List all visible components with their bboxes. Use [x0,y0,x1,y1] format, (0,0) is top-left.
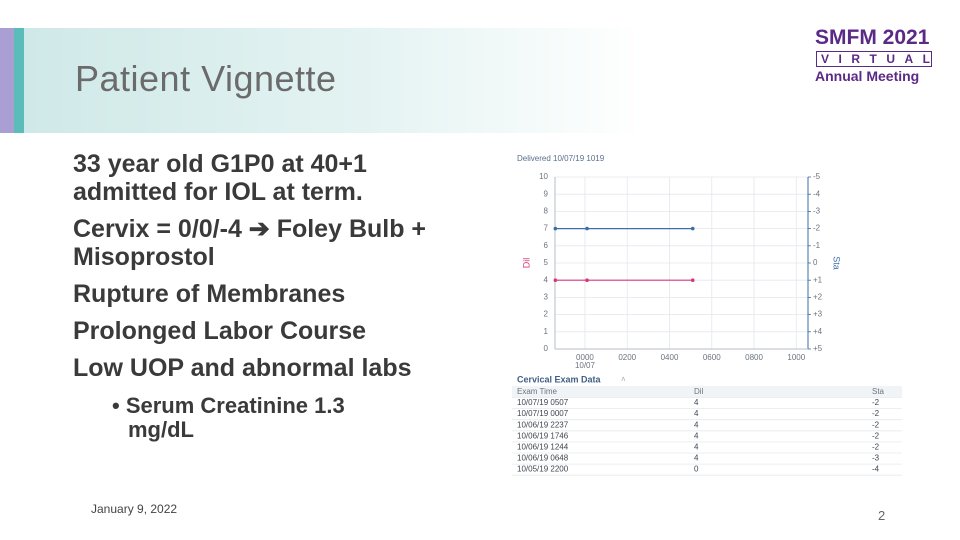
y-tick-label: 5 [544,258,549,267]
y-tick-label: 1 [544,327,549,336]
x-tick-label: 0000 [576,353,594,362]
y-tick-label: 9 [544,189,549,198]
table-cell: 4 [694,409,699,418]
data-point [553,278,558,283]
y-tick-label: 4 [544,275,549,284]
table-title: Cervical Exam Data [517,374,602,384]
collapse-icon: ˄ [621,375,626,384]
table-cell: 10/06/19 1746 [517,431,569,440]
body-paragraph: Cervix = 0/0/-4 ➔ Foley Bulb + Misoprost… [73,215,427,271]
data-point [690,226,695,231]
table-cell: -2 [872,409,880,418]
body-paragraph: Prolonged Labor Course [73,317,367,345]
y-tick-label: 7 [544,224,549,233]
x-tick-label: 0200 [618,353,636,362]
y-tick-label: 10 [539,172,548,181]
y2-tick-label: +5 [813,344,823,353]
y2-tick-label: -3 [813,207,821,216]
table-header: Exam Time [517,387,558,396]
x-tick-label: 0400 [661,353,679,362]
y2-tick-label: +2 [813,293,823,302]
table-cell: -2 [872,398,880,407]
slide-title: Patient Vignette [75,58,337,99]
table-cell: 4 [694,443,699,452]
y-tick-label: 2 [544,310,549,319]
body-text: 33 year old G1P0 at 40+1 admitted for IO… [73,150,471,391]
table-cell: 10/07/19 0007 [517,409,569,418]
chart-title: Delivered 10/07/19 1019 [517,154,605,163]
body-paragraph: Rupture of Membranes [73,280,346,308]
table-cell: 4 [694,398,699,407]
accent-bar [14,28,24,133]
table-cell: -2 [872,443,880,452]
table-cell: 4 [694,431,699,440]
y-tick-label: 6 [544,241,549,250]
table-cell: 10/07/19 0507 [517,398,569,407]
y-tick-label: 3 [544,293,549,302]
y2-tick-label: -4 [813,189,821,198]
footer-date: January 9, 2022 [91,502,178,516]
logo-text: SMFM 2021 [815,26,930,49]
data-point [553,226,558,231]
table-cell: 4 [694,454,699,463]
table-cell: -2 [872,431,880,440]
y-tick-label: 0 [544,344,549,353]
table-cell: 10/05/19 2200 [517,465,569,474]
x-tick-label: 0600 [703,353,721,362]
data-point [585,278,589,283]
body-paragraph: Low UOP and abnormal labs [73,354,412,382]
y2-tick-label: +3 [813,310,823,319]
y2-tick-label: +1 [813,275,823,284]
y2-tick-label: -2 [813,224,821,233]
y-tick-label: 8 [544,207,549,216]
y2-axis-label: Sta [832,256,842,270]
y2-tick-label: -5 [813,172,821,181]
logo-text: Annual Meeting [815,68,920,84]
y2-tick-label: 0 [813,258,818,267]
x-tick-label: 1000 [787,353,805,362]
table-cell: 0 [694,465,699,474]
data-point [585,226,589,231]
table-cell: -3 [872,454,880,463]
y2-tick-label: -1 [813,241,821,250]
accent-bar [0,28,14,133]
data-point [690,278,695,283]
y2-tick-label: +4 [813,327,823,336]
logo-text: VIRTUAL [816,51,932,67]
sub-bullet: Serum Creatinine 1.3 mg/dL [112,394,412,442]
table-cell: -4 [872,465,880,474]
y-axis-label: Dil [521,258,531,269]
sub-bullets: Serum Creatinine 1.3 mg/dL [112,394,412,442]
title-band [24,28,644,133]
body-paragraph: 33 year old G1P0 at 40+1 admitted for IO… [73,150,367,206]
table-cell: 10/06/19 2237 [517,420,569,429]
table-cell: -2 [872,420,880,429]
table-cell: 10/06/19 1244 [517,443,569,452]
table-cell: 10/06/19 0648 [517,454,569,463]
table-header-bg [512,386,902,397]
x-date-label: 10/07 [575,361,596,370]
page-number: 2 [878,508,886,523]
table-cell: 4 [694,420,699,429]
table-header: Dil [694,387,704,396]
x-tick-label: 0800 [745,353,763,362]
table-header: Sta [872,387,885,396]
